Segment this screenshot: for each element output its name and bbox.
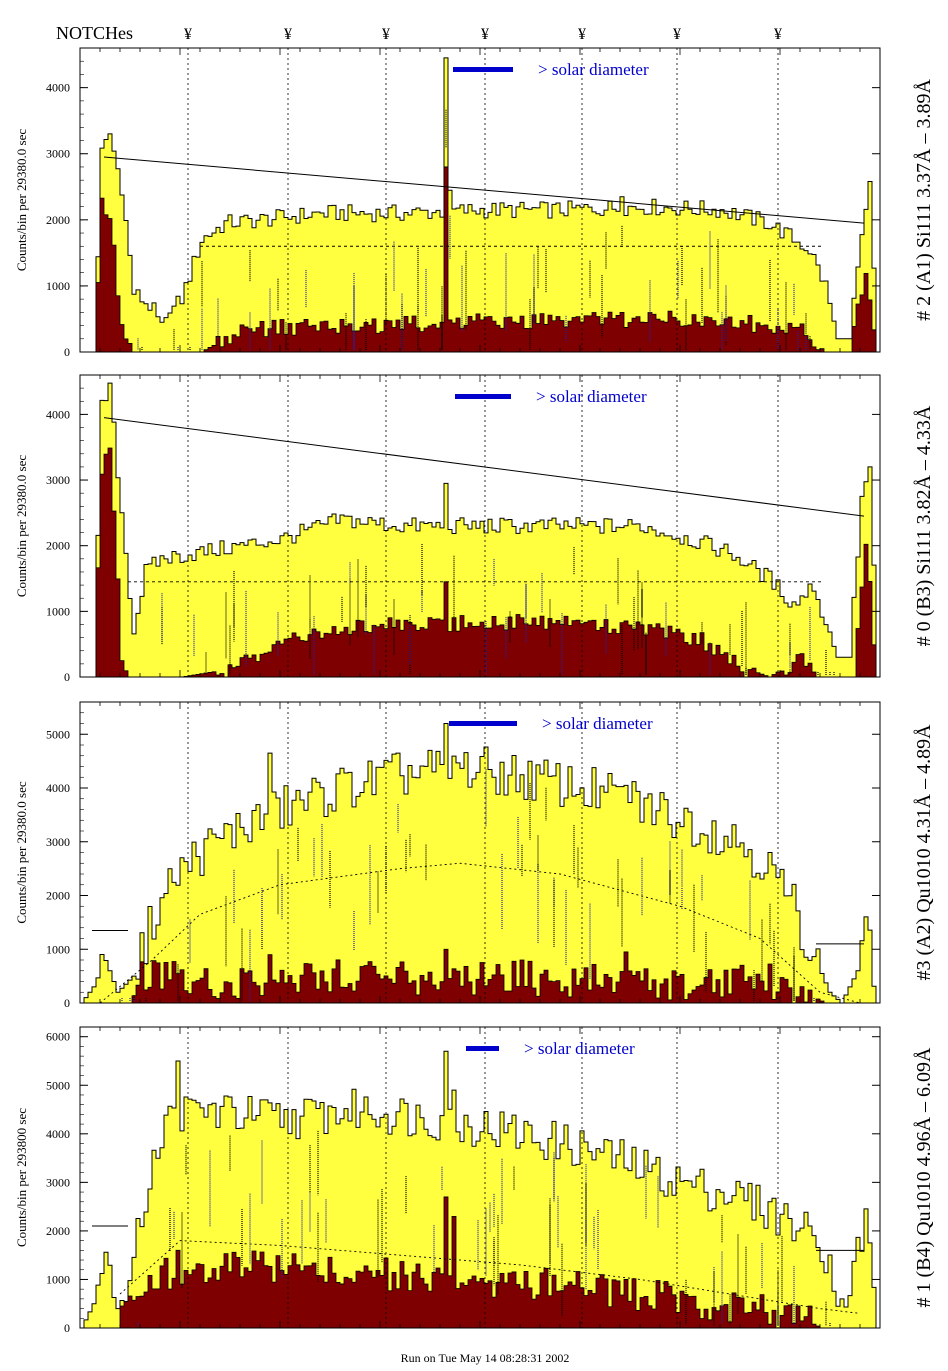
panel-4: 0 1000 2000 3000 4000 5000 6000 Counts/bin per … bbox=[14, 1026, 935, 1335]
notch-symbol-4: ¥ bbox=[481, 26, 489, 43]
panel-2: 0 1000 2000 3000 4000 Counts/bin per 29380.0 … bbox=[14, 374, 935, 684]
solar-diameter-label: > solar diameter bbox=[524, 1039, 635, 1058]
total-counts-histogram bbox=[80, 57, 880, 353]
panel-title: # 2 (A1) Si111 3.37Å – 3.89Å bbox=[913, 79, 935, 321]
y-tick-label: 3000 bbox=[46, 835, 70, 849]
solar-diameter-bar bbox=[455, 394, 511, 399]
panel-title: # 1 (B4) Qu1010 4.96Å – 6.09Å bbox=[913, 1047, 935, 1308]
panel-1: 0 1000 2000 3000 4000 Counts/bin per 29380.0 … bbox=[14, 47, 935, 359]
notch-symbol-1: ¥ bbox=[184, 26, 192, 43]
y-tick-label: 2000 bbox=[46, 539, 70, 553]
y-tick-label: 0 bbox=[64, 1321, 70, 1335]
y-axis-label: Counts/bin per 29380.0 sec bbox=[14, 781, 29, 923]
y-tick-label: 2000 bbox=[46, 213, 70, 227]
solar-diameter-bar bbox=[449, 721, 517, 726]
y-tick-label: 4000 bbox=[46, 781, 70, 795]
y-tick-label: 3000 bbox=[46, 147, 70, 161]
subset-counts-histogram bbox=[80, 948, 880, 1004]
notches-label: NOTCHes bbox=[56, 23, 133, 43]
y-tick-label: 1000 bbox=[46, 604, 70, 618]
y-tick-label: 6000 bbox=[46, 1030, 70, 1044]
dashed-model-curve bbox=[99, 862, 861, 1004]
y-tick-label: 2000 bbox=[46, 1224, 70, 1238]
y-tick-label: 3000 bbox=[46, 1175, 70, 1189]
subset-counts-histogram bbox=[80, 447, 880, 678]
y-tick-label: 0 bbox=[64, 996, 70, 1010]
y-tick-label: 2000 bbox=[46, 889, 70, 903]
dashed-model-curve bbox=[119, 1240, 861, 1314]
subset-counts-histogram bbox=[80, 166, 880, 353]
notch-symbol-3: ¥ bbox=[382, 26, 390, 43]
notch-symbol-6: ¥ bbox=[673, 26, 681, 43]
y-tick-label: 5000 bbox=[46, 1078, 70, 1092]
y-axis-label: Counts/bin per 29380.0 sec bbox=[14, 455, 29, 597]
solar-diameter-label: > solar diameter bbox=[542, 714, 653, 733]
panel-3: 0 1000 2000 3000 4000 5000 Counts/bin per 2938… bbox=[14, 701, 935, 1010]
notch-symbol-5: ¥ bbox=[578, 26, 586, 43]
y-axis-label: Counts/bin per 293800 sec bbox=[14, 1108, 29, 1247]
y-tick-label: 4000 bbox=[46, 407, 70, 421]
y-tick-label: 3000 bbox=[46, 473, 70, 487]
subset-counts-histogram bbox=[80, 1196, 880, 1329]
y-tick-label: 4000 bbox=[46, 1127, 70, 1141]
reference-line bbox=[103, 417, 865, 517]
notch-symbol-7: ¥ bbox=[774, 26, 782, 43]
panel-title: # 0 (B3) Si111 3.82Å – 4.33Å bbox=[913, 405, 935, 646]
y-tick-label: 0 bbox=[64, 670, 70, 684]
y-tick-label: 0 bbox=[64, 345, 70, 359]
chart-panels: 0 1000 2000 3000 4000 Counts/bin per 29380.0 … bbox=[14, 47, 935, 1335]
panel-title: #3 (A2) Qu1010 4.31Å – 4.89Å bbox=[913, 724, 935, 981]
reference-line bbox=[103, 156, 865, 224]
solar-diameter-label: > solar diameter bbox=[536, 387, 647, 406]
solar-diameter-bar bbox=[453, 67, 513, 72]
y-tick-label: 1000 bbox=[46, 1272, 70, 1286]
total-counts-histogram bbox=[80, 723, 880, 1004]
notches-header: NOTCHes ¥ ¥ ¥ ¥ ¥ ¥ ¥ bbox=[56, 23, 782, 43]
y-tick-label: 1000 bbox=[46, 942, 70, 956]
total-counts-histogram bbox=[80, 382, 880, 678]
run-timestamp: Run on Tue May 14 08:28:31 2002 bbox=[401, 1351, 570, 1365]
solar-diameter-bar bbox=[466, 1046, 499, 1051]
solar-diameter-label: > solar diameter bbox=[538, 60, 649, 79]
y-axis-label: Counts/bin per 29380.0 sec bbox=[14, 129, 29, 271]
notch-symbol-2: ¥ bbox=[284, 26, 292, 43]
y-tick-label: 4000 bbox=[46, 81, 70, 95]
y-tick-label: 1000 bbox=[46, 279, 70, 293]
y-tick-label: 5000 bbox=[46, 727, 70, 741]
